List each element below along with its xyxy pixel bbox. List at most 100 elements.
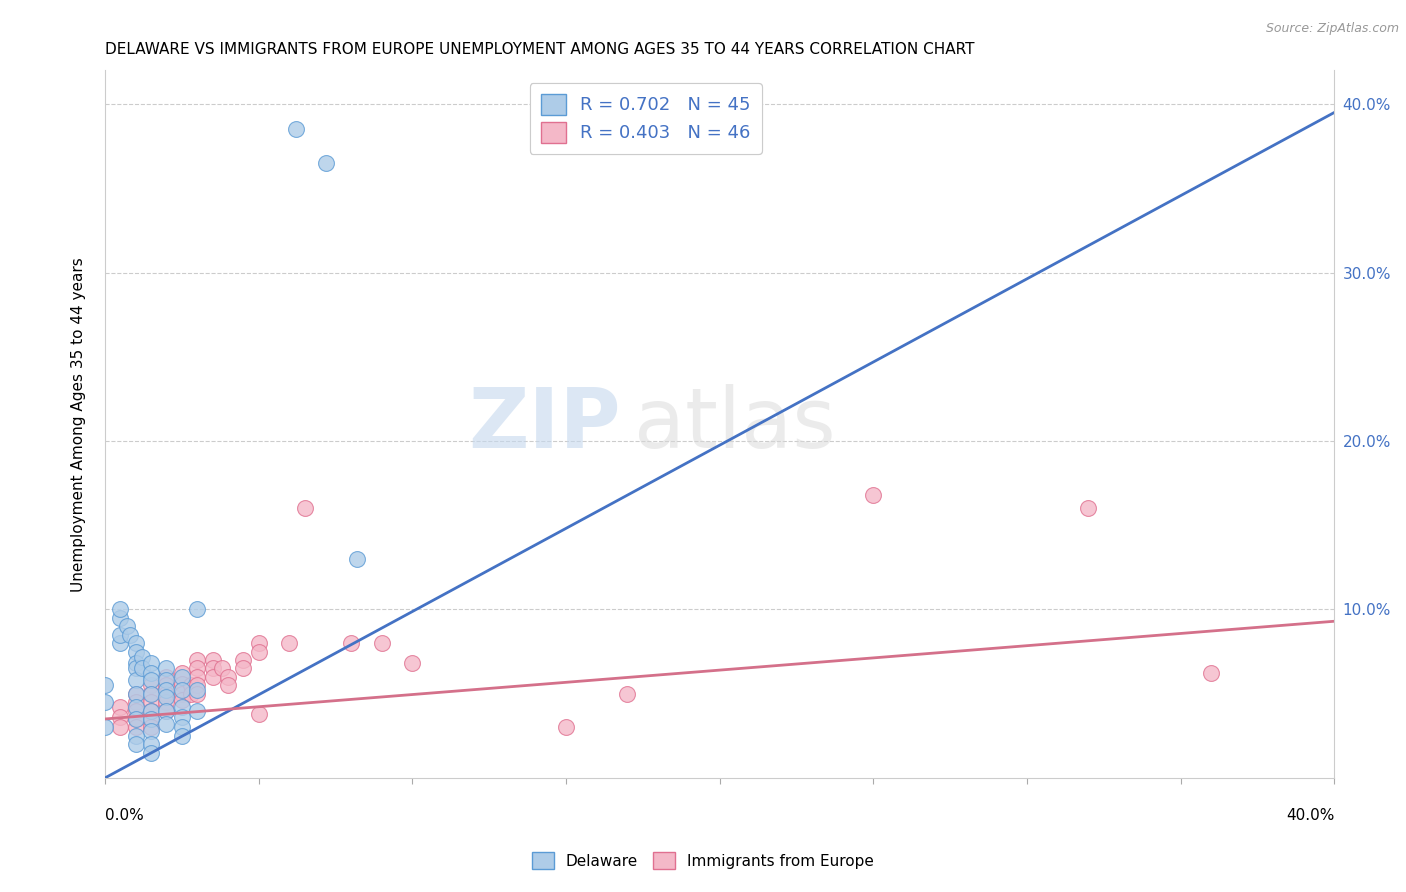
Point [155, 717, 177, 731]
Point [125, 644, 148, 658]
Point [170, 683, 193, 698]
Point [170, 666, 193, 681]
Point [284, 122, 307, 136]
Point [125, 661, 148, 675]
Point [862, 488, 884, 502]
Point [247, 636, 270, 650]
Point [186, 687, 208, 701]
Point [186, 678, 208, 692]
Point [125, 729, 148, 743]
Point [201, 661, 224, 675]
Text: atlas: atlas [634, 384, 835, 465]
Point [139, 712, 162, 726]
Point [110, 628, 132, 642]
Point [170, 720, 193, 734]
Point [110, 636, 132, 650]
Point [110, 602, 132, 616]
Point [110, 710, 132, 724]
Point [125, 704, 148, 718]
Point [115, 619, 138, 633]
Point [211, 661, 233, 675]
Point [170, 729, 193, 743]
Point [110, 611, 132, 625]
Point [125, 687, 148, 701]
Point [186, 602, 208, 616]
Point [94, 678, 117, 692]
Point [180, 687, 202, 701]
Point [170, 687, 193, 701]
Point [139, 657, 162, 671]
Point [139, 673, 162, 688]
Point [139, 695, 162, 709]
Point [155, 687, 177, 701]
Point [139, 687, 162, 701]
Text: 40.0%: 40.0% [1286, 808, 1334, 823]
Point [139, 678, 162, 692]
Point [125, 712, 148, 726]
Point [125, 657, 148, 671]
Point [247, 706, 270, 721]
Point [125, 636, 148, 650]
Point [186, 653, 208, 667]
Point [201, 653, 224, 667]
Point [139, 687, 162, 701]
Point [170, 710, 193, 724]
Point [170, 693, 193, 707]
Point [217, 678, 239, 692]
Point [155, 695, 177, 709]
Point [180, 678, 202, 692]
Point [401, 657, 423, 671]
Point [1077, 501, 1099, 516]
Point [110, 720, 132, 734]
Point [110, 700, 132, 714]
Point [118, 628, 141, 642]
Point [139, 704, 162, 718]
Point [155, 673, 177, 688]
Point [340, 636, 363, 650]
Text: Source: ZipAtlas.com: Source: ZipAtlas.com [1265, 22, 1399, 36]
Point [217, 670, 239, 684]
Point [155, 704, 177, 718]
Point [201, 670, 224, 684]
Point [125, 712, 148, 726]
Point [155, 690, 177, 704]
Text: DELAWARE VS IMMIGRANTS FROM EUROPE UNEMPLOYMENT AMONG AGES 35 TO 44 YEARS CORREL: DELAWARE VS IMMIGRANTS FROM EUROPE UNEMP… [105, 42, 974, 57]
Point [125, 737, 148, 751]
Point [346, 552, 368, 566]
Point [232, 661, 254, 675]
Point [94, 720, 117, 734]
Point [139, 704, 162, 718]
Point [125, 673, 148, 688]
Point [155, 661, 177, 675]
Point [232, 653, 254, 667]
Point [186, 670, 208, 684]
Point [170, 670, 193, 684]
Point [125, 700, 148, 714]
Point [131, 649, 153, 664]
Point [125, 720, 148, 734]
Point [170, 676, 193, 690]
Point [186, 661, 208, 675]
Point [139, 737, 162, 751]
Point [294, 501, 316, 516]
Point [139, 720, 162, 734]
Text: 0.0%: 0.0% [105, 808, 143, 823]
Legend: R = 0.702   N = 45, R = 0.403   N = 46: R = 0.702 N = 45, R = 0.403 N = 46 [530, 83, 762, 153]
Y-axis label: Unemployment Among Ages 35 to 44 years: Unemployment Among Ages 35 to 44 years [72, 257, 86, 591]
Point [278, 636, 301, 650]
Point [170, 700, 193, 714]
Point [555, 720, 578, 734]
Point [155, 678, 177, 692]
Legend: Delaware, Immigrants from Europe: Delaware, Immigrants from Europe [526, 846, 880, 875]
Point [125, 687, 148, 701]
Point [131, 661, 153, 675]
Point [315, 156, 337, 170]
Point [247, 644, 270, 658]
Point [370, 636, 392, 650]
Point [186, 704, 208, 718]
Point [125, 695, 148, 709]
Point [155, 670, 177, 684]
Point [139, 666, 162, 681]
Point [139, 723, 162, 738]
Point [155, 683, 177, 698]
